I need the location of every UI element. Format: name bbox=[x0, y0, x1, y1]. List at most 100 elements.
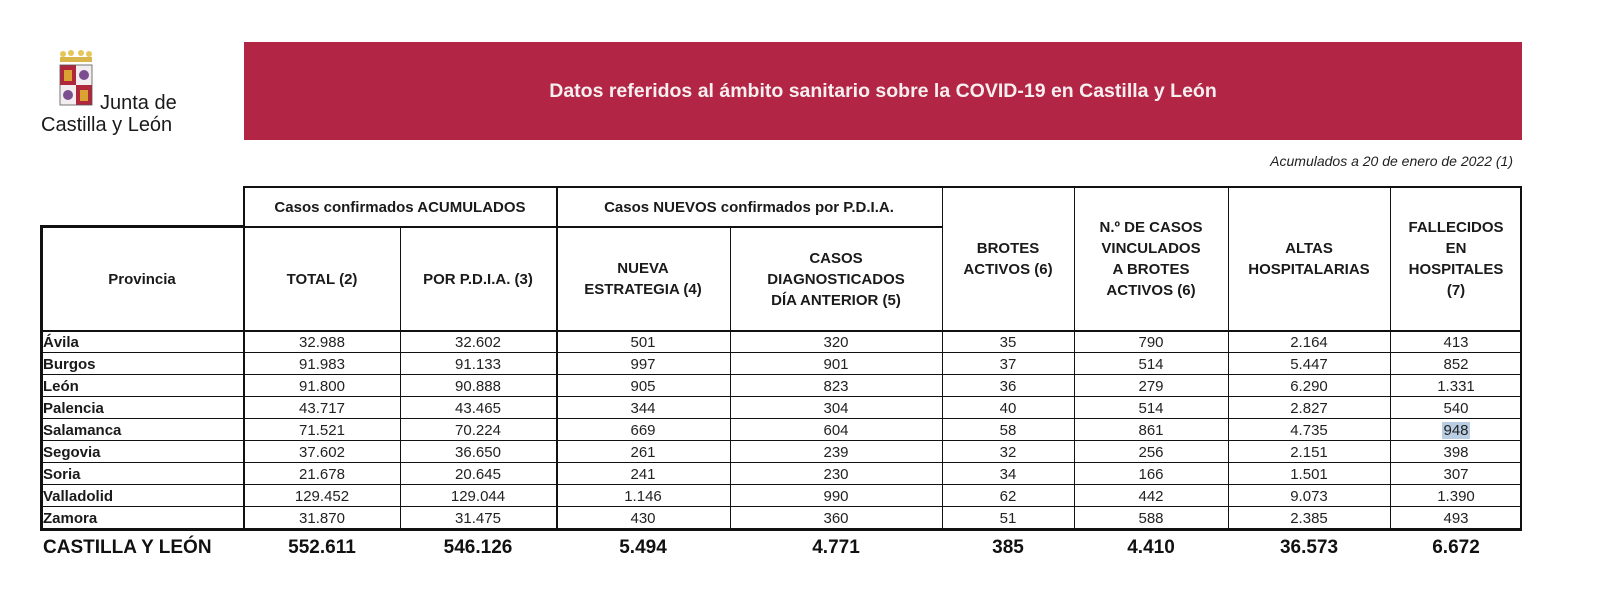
cell-dia-anterior: 990 bbox=[823, 487, 849, 505]
cell-total: 129.452 bbox=[294, 487, 350, 505]
header-text: HOSPITALES bbox=[1408, 261, 1504, 278]
cell-provincia: Palencia bbox=[43, 399, 104, 417]
cell-provincia: Ávila bbox=[43, 333, 79, 351]
row-divider bbox=[40, 440, 1522, 441]
cell-fallecidos: 1.390 bbox=[1437, 487, 1475, 505]
cell-nueva-estrategia: 241 bbox=[630, 465, 656, 483]
group-header-nuevos: Casos NUEVOS confirmados por P.D.I.A. bbox=[604, 198, 894, 216]
cell-nueva-estrategia: 905 bbox=[630, 377, 656, 395]
cell-provincia: Salamanca bbox=[43, 421, 122, 439]
table-border bbox=[1520, 186, 1522, 531]
column-divider bbox=[1074, 186, 1075, 531]
cell-altas: 2.827 bbox=[1290, 399, 1328, 417]
logo-text-line1: Junta de bbox=[100, 92, 177, 114]
total-label: CASTILLA Y LEÓN bbox=[43, 537, 212, 558]
total-nueva-estrategia: 5.494 bbox=[619, 537, 667, 558]
cell-total: 32.988 bbox=[299, 333, 345, 351]
title-banner: Datos referidos al ámbito sanitario sobr… bbox=[244, 42, 1522, 140]
header-text: EN bbox=[1445, 240, 1467, 257]
header-total: TOTAL (2) bbox=[286, 270, 358, 288]
group-header-acumulados: Casos confirmados ACUMULADOS bbox=[274, 198, 526, 216]
cell-por-pdia: 32.602 bbox=[455, 333, 501, 351]
cell-altas: 2.151 bbox=[1290, 443, 1328, 461]
cell-vinculados: 861 bbox=[1138, 421, 1164, 439]
cell-total: 91.983 bbox=[299, 355, 345, 373]
header-text: N.º DE CASOS bbox=[1099, 219, 1203, 236]
cell-brotes: 37 bbox=[999, 355, 1017, 373]
table-border bbox=[40, 330, 1522, 332]
row-divider bbox=[40, 484, 1522, 485]
cell-total: 37.602 bbox=[299, 443, 345, 461]
column-divider bbox=[942, 186, 943, 531]
cell-provincia: Valladolid bbox=[43, 487, 114, 505]
cell-nueva-estrategia: 430 bbox=[630, 509, 656, 527]
cell-dia-anterior: 901 bbox=[823, 355, 849, 373]
cell-provincia: Zamora bbox=[43, 509, 98, 527]
cell-vinculados: 279 bbox=[1138, 377, 1164, 395]
coat-of-arms-icon bbox=[59, 50, 93, 106]
cell-vinculados: 166 bbox=[1138, 465, 1164, 483]
cell-vinculados: 514 bbox=[1138, 355, 1164, 373]
row-divider bbox=[40, 506, 1522, 507]
header-text: ALTAS bbox=[1285, 240, 1333, 257]
table-border bbox=[40, 226, 43, 531]
cell-dia-anterior: 230 bbox=[823, 465, 849, 483]
header-text: CASOS bbox=[809, 249, 863, 267]
row-divider bbox=[40, 396, 1522, 397]
column-divider bbox=[400, 226, 401, 531]
cell-brotes: 34 bbox=[999, 465, 1017, 483]
cell-altas: 2.385 bbox=[1290, 509, 1328, 527]
cell-altas: 6.290 bbox=[1290, 377, 1328, 395]
row-divider bbox=[40, 352, 1522, 353]
cell-fallecidos: 398 bbox=[1443, 443, 1469, 461]
cell-brotes: 58 bbox=[999, 421, 1017, 439]
cell-altas: 5.447 bbox=[1290, 355, 1328, 373]
cell-por-pdia: 43.465 bbox=[455, 399, 501, 417]
cell-dia-anterior: 304 bbox=[823, 399, 849, 417]
header-text: ACTIVOS (6) bbox=[963, 261, 1053, 278]
selected-text-highlight[interactable]: 948 bbox=[1442, 421, 1470, 439]
table-border bbox=[40, 528, 1522, 531]
total-brotes: 385 bbox=[992, 537, 1024, 558]
cell-nueva-estrategia: 669 bbox=[630, 421, 656, 439]
cell-nueva-estrategia: 261 bbox=[630, 443, 656, 461]
column-divider bbox=[1228, 186, 1229, 531]
page-title: Datos referidos al ámbito sanitario sobr… bbox=[549, 79, 1217, 102]
cell-fallecidos: 413 bbox=[1443, 333, 1469, 351]
header-dia-anterior: CASOS DIAGNOSTICADOS DÍA ANTERIOR (5) bbox=[730, 227, 942, 331]
cell-por-pdia: 36.650 bbox=[455, 443, 501, 461]
header-nueva-estrategia: NUEVA ESTRATEGIA (4) bbox=[584, 260, 702, 298]
cell-altas: 2.164 bbox=[1290, 333, 1328, 351]
cell-brotes: 32 bbox=[999, 443, 1017, 461]
cell-brotes: 62 bbox=[999, 487, 1017, 505]
cell-vinculados: 442 bbox=[1138, 487, 1164, 505]
header-fallecidos: FALLECIDOS EN HOSPITALES (7) bbox=[1390, 187, 1522, 331]
cell-dia-anterior: 360 bbox=[823, 509, 849, 527]
header-text: VINCULADOS bbox=[1101, 240, 1201, 257]
header-altas: ALTAS HOSPITALARIAS bbox=[1228, 187, 1390, 331]
column-divider bbox=[730, 226, 731, 531]
table-border bbox=[244, 186, 1522, 188]
cell-provincia: León bbox=[43, 377, 79, 395]
cell-total: 21.678 bbox=[299, 465, 345, 483]
cell-nueva-estrategia: 344 bbox=[630, 399, 656, 417]
cell-brotes: 51 bbox=[999, 509, 1017, 527]
cell-fallecidos[interactable]: 948 bbox=[1390, 419, 1522, 441]
cell-por-pdia: 90.888 bbox=[455, 377, 501, 395]
cell-por-pdia: 129.044 bbox=[450, 487, 506, 505]
cell-provincia: Soria bbox=[43, 465, 81, 483]
header-text: DIAGNOSTICADOS bbox=[767, 270, 905, 288]
header-por-pdia: POR P.D.I.A. (3) bbox=[423, 270, 533, 288]
cell-altas: 4.735 bbox=[1290, 421, 1328, 439]
cell-brotes: 35 bbox=[999, 333, 1017, 351]
cell-por-pdia: 20.645 bbox=[455, 465, 501, 483]
total-total: 552.611 bbox=[288, 537, 356, 558]
cell-provincia: Segovia bbox=[43, 443, 101, 461]
row-divider bbox=[40, 462, 1522, 463]
cell-nueva-estrategia: 501 bbox=[630, 333, 656, 351]
header-brotes-activos: BROTES ACTIVOS (6) bbox=[942, 187, 1074, 331]
date-subtitle: Acumulados a 20 de enero de 2022 (1) bbox=[1270, 153, 1513, 169]
column-divider bbox=[556, 186, 558, 531]
column-divider bbox=[1390, 186, 1391, 531]
header-casos-vinculados: N.º DE CASOS VINCULADOS A BROTES ACTIVOS… bbox=[1074, 187, 1228, 331]
